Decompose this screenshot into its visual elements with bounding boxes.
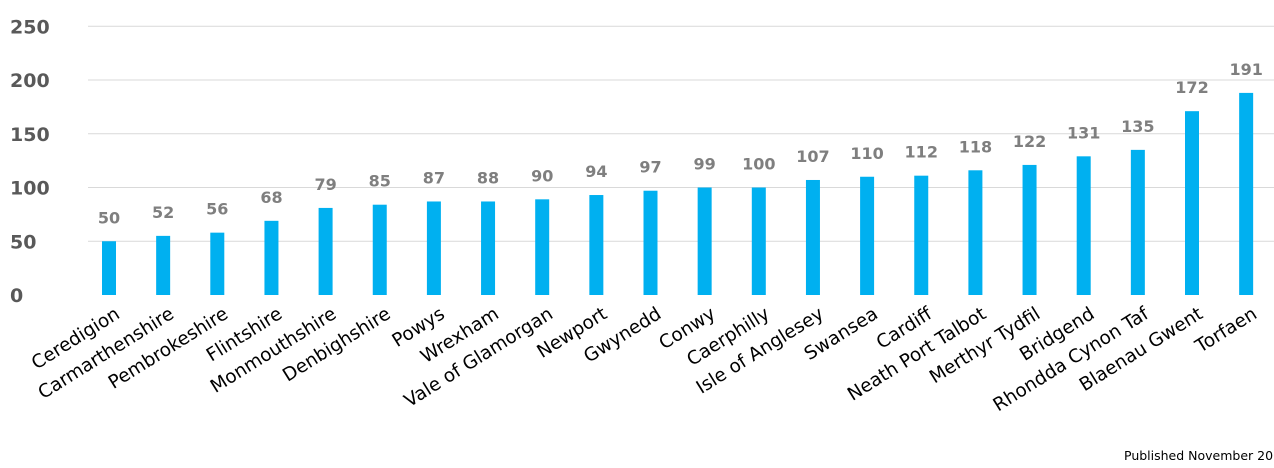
data-label: 107 bbox=[796, 147, 829, 166]
data-label: 99 bbox=[694, 155, 716, 174]
data-label: 94 bbox=[585, 162, 607, 181]
bar bbox=[318, 207, 333, 295]
bar bbox=[156, 235, 171, 295]
gridlines bbox=[88, 25, 1274, 242]
data-label: 56 bbox=[206, 200, 228, 219]
published-note: Published November 201 bbox=[1124, 448, 1274, 463]
y-tick-label: 200 bbox=[10, 70, 50, 92]
y-tick-label: 150 bbox=[10, 124, 50, 146]
category-label: Torfaen bbox=[1191, 303, 1261, 357]
bar bbox=[1185, 111, 1199, 295]
data-label: 135 bbox=[1121, 117, 1154, 136]
data-label: 88 bbox=[477, 168, 499, 187]
bar bbox=[968, 170, 983, 295]
bar bbox=[264, 220, 279, 295]
bar bbox=[210, 232, 225, 295]
bar bbox=[102, 241, 116, 295]
data-label: 110 bbox=[850, 144, 883, 163]
bar bbox=[751, 187, 766, 295]
bar bbox=[914, 175, 929, 295]
data-label: 112 bbox=[905, 143, 938, 162]
data-label: 68 bbox=[260, 188, 282, 207]
data-label: 100 bbox=[742, 155, 775, 174]
data-label: 97 bbox=[639, 158, 661, 177]
y-tick-label: 0 bbox=[10, 285, 23, 307]
bar bbox=[1076, 156, 1091, 295]
data-labels: 50 52 56 68 79 85 87 88 90 94 97 99 100 107 110 112 118 1… bbox=[98, 60, 1263, 227]
bar bbox=[372, 204, 387, 295]
category-labels: CeredigionCarmarthenshirePembrokeshireFl… bbox=[28, 303, 1261, 416]
bar bbox=[1022, 164, 1037, 295]
data-label: 191 bbox=[1229, 60, 1262, 79]
bar bbox=[1239, 92, 1254, 296]
bar bbox=[535, 199, 550, 295]
data-label: 172 bbox=[1175, 78, 1208, 97]
y-axis-tick-labels: 0 50 100 150 200 250 bbox=[10, 16, 50, 307]
bar bbox=[860, 176, 875, 295]
y-tick-label: 50 bbox=[10, 231, 36, 253]
bar bbox=[589, 195, 604, 295]
y-tick-label: 100 bbox=[10, 178, 50, 200]
bar bbox=[481, 201, 496, 295]
data-label: 85 bbox=[369, 172, 391, 191]
bars bbox=[102, 92, 1254, 296]
data-label: 90 bbox=[531, 166, 553, 185]
bar bbox=[1130, 149, 1145, 295]
y-tick-label: 250 bbox=[10, 16, 50, 38]
bar bbox=[643, 190, 658, 295]
bar bbox=[426, 201, 441, 295]
data-label: 122 bbox=[1013, 132, 1046, 151]
bar bbox=[805, 179, 820, 295]
data-label: 50 bbox=[98, 208, 120, 227]
bar bbox=[697, 187, 712, 295]
data-label: 87 bbox=[423, 168, 445, 187]
data-label: 52 bbox=[152, 203, 174, 222]
data-label: 79 bbox=[314, 175, 336, 194]
data-label: 118 bbox=[959, 137, 992, 156]
data-label: 131 bbox=[1067, 123, 1100, 142]
